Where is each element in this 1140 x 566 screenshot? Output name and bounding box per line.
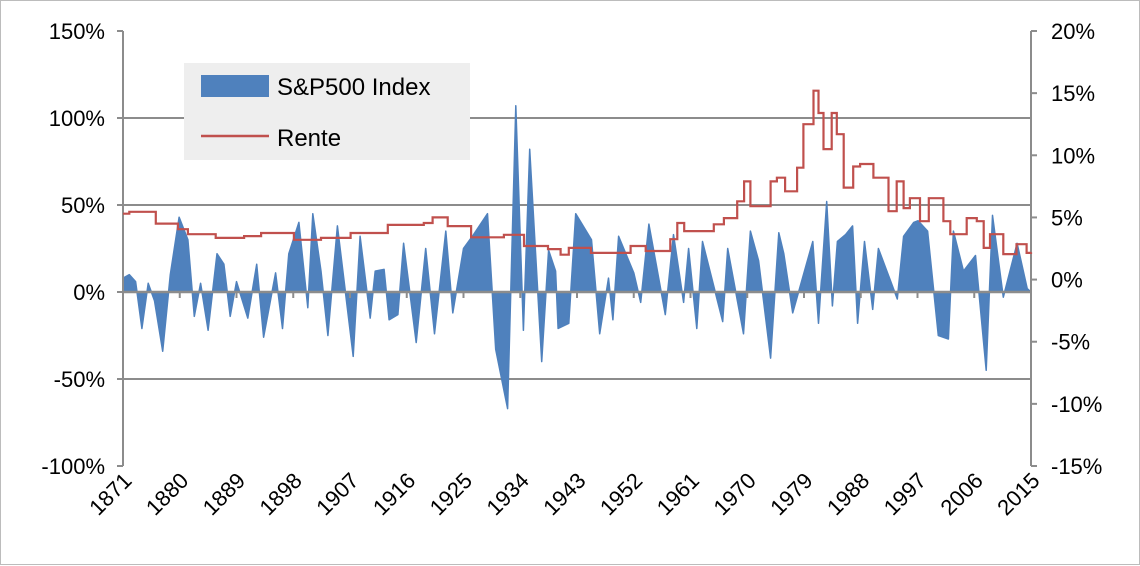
x-tick-label: 1952: [595, 468, 647, 520]
sp500-area-layer: [122, 105, 1032, 410]
legend: S&P500 Index Rente: [184, 63, 470, 160]
x-tick-label: 1970: [708, 468, 760, 520]
right-tick-label: -10%: [1051, 392, 1102, 417]
left-tick-label: 150%: [49, 19, 105, 44]
x-tick-label: 1979: [765, 468, 817, 520]
left-tick-label: -100%: [41, 454, 105, 479]
right-tick-label: 5%: [1051, 205, 1083, 230]
right-axis-ticks: 20% 15% 10% 5% 0% -5% -10% -15%: [1051, 19, 1102, 479]
rente-line: [123, 89, 1033, 256]
x-tick-label: 1916: [368, 468, 420, 520]
x-tick-label: 1961: [652, 468, 704, 520]
left-tick-label: 50%: [61, 193, 105, 218]
x-tick-label: 2015: [992, 468, 1044, 520]
x-tick-label: 1907: [311, 468, 363, 520]
right-tick-label: -15%: [1051, 454, 1102, 479]
x-tick-label: 1880: [141, 468, 193, 520]
left-tick-label: -50%: [54, 367, 105, 392]
x-tick-label: 1997: [879, 468, 931, 520]
x-tick-label: 1943: [538, 468, 590, 520]
right-tick-label: -5%: [1051, 330, 1090, 355]
right-tick-label: 10%: [1051, 143, 1095, 168]
right-tick-label: 15%: [1051, 81, 1095, 106]
x-tick-label: 1934: [481, 468, 533, 520]
left-tick-label: 100%: [49, 106, 105, 131]
right-tick-label: 20%: [1051, 19, 1095, 44]
right-tick-label: 0%: [1051, 268, 1083, 293]
x-tick-label: 1898: [254, 468, 306, 520]
x-tick-label: 1889: [198, 468, 250, 520]
axes: [117, 30, 1037, 467]
left-axis-ticks: 150% 100% 50% 0% -50% -100%: [41, 19, 105, 479]
x-axis-ticks: 1871 1880 1889 1898 1907 1916 1925 1934 1943 1952…: [84, 468, 1044, 520]
x-tick-label: 2006: [935, 468, 987, 520]
left-tick-label: 0%: [73, 280, 105, 305]
sp500-area: [122, 105, 1032, 410]
legend-label-sp500: S&P500 Index: [277, 74, 430, 101]
x-tick-label: 1988: [822, 468, 874, 520]
legend-swatch-sp500: [201, 75, 269, 97]
rente-line-layer: [123, 89, 1033, 256]
legend-label-rente: Rente: [277, 125, 341, 152]
x-tick-label: 1925: [425, 468, 477, 520]
